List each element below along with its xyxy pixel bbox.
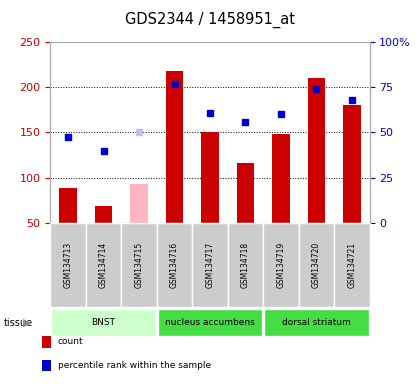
Text: percentile rank within the sample: percentile rank within the sample <box>58 361 211 370</box>
Bar <box>165 71 184 223</box>
Text: GSM134716: GSM134716 <box>170 242 179 288</box>
Bar <box>130 184 148 223</box>
Text: GSM134717: GSM134717 <box>205 242 215 288</box>
Text: dorsal striatum: dorsal striatum <box>282 318 351 327</box>
Bar <box>59 189 77 223</box>
Text: BNST: BNST <box>92 318 116 327</box>
Bar <box>272 134 290 223</box>
Text: GSM134720: GSM134720 <box>312 242 321 288</box>
Text: tissue: tissue <box>4 318 33 328</box>
Bar <box>95 207 113 223</box>
Text: GSM134719: GSM134719 <box>276 242 286 288</box>
Bar <box>201 132 219 223</box>
Text: nucleus accumbens: nucleus accumbens <box>165 318 255 327</box>
Text: count: count <box>58 337 83 346</box>
Text: ▶: ▶ <box>23 318 32 328</box>
Text: GDS2344 / 1458951_at: GDS2344 / 1458951_at <box>125 12 295 28</box>
Bar <box>236 163 255 223</box>
Text: GSM134721: GSM134721 <box>347 242 356 288</box>
Text: GSM134718: GSM134718 <box>241 242 250 288</box>
Text: GSM134715: GSM134715 <box>134 242 144 288</box>
Text: GSM134713: GSM134713 <box>64 242 73 288</box>
Bar <box>307 78 325 223</box>
Text: GSM134714: GSM134714 <box>99 242 108 288</box>
Bar <box>343 106 361 223</box>
